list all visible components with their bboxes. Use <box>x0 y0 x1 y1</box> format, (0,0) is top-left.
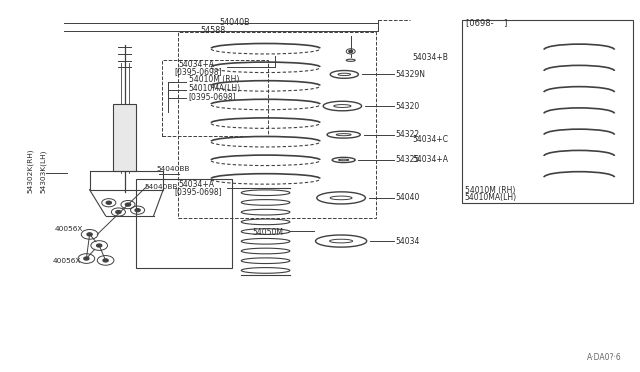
Circle shape <box>125 203 131 206</box>
Text: [0395-0698]: [0395-0698] <box>174 67 221 76</box>
Text: 54303K(LH): 54303K(LH) <box>40 150 46 193</box>
Text: 54010MA(LH): 54010MA(LH) <box>465 193 516 202</box>
Text: 54040BB: 54040BB <box>157 166 190 172</box>
Text: 54320: 54320 <box>396 102 420 110</box>
Text: 54040BB: 54040BB <box>145 185 178 190</box>
Bar <box>462 20 633 203</box>
Circle shape <box>135 209 140 212</box>
Text: 54034+C: 54034+C <box>412 135 448 144</box>
Text: 54034+A: 54034+A <box>178 60 214 69</box>
Bar <box>113 104 136 171</box>
Text: 54588: 54588 <box>200 26 225 35</box>
Circle shape <box>87 233 92 236</box>
Text: 54325: 54325 <box>396 155 420 164</box>
Text: 54034+A: 54034+A <box>412 155 448 164</box>
Circle shape <box>106 201 111 204</box>
Text: 54329N: 54329N <box>396 70 426 79</box>
Circle shape <box>349 50 353 52</box>
Circle shape <box>97 244 102 247</box>
Text: 54322: 54322 <box>396 130 420 139</box>
Text: 54010M (RH): 54010M (RH) <box>189 76 239 84</box>
Circle shape <box>116 211 121 214</box>
Bar <box>178 32 376 218</box>
Text: 40056X: 40056X <box>53 258 81 264</box>
Text: [0698-    ]: [0698- ] <box>466 19 508 28</box>
Text: 54050M: 54050M <box>253 228 284 237</box>
Text: 54034: 54034 <box>396 237 420 246</box>
Text: 54302K(RH): 54302K(RH) <box>27 149 33 193</box>
Text: 54040B: 54040B <box>220 18 250 27</box>
Text: 54010MA(LH): 54010MA(LH) <box>189 84 241 93</box>
Text: A·DA0?·6: A·DA0?·6 <box>588 353 622 362</box>
Bar <box>162 60 268 136</box>
Text: [0395-0698]: [0395-0698] <box>189 92 236 101</box>
Text: 54034+A: 54034+A <box>178 180 214 189</box>
Text: 54040: 54040 <box>396 193 420 202</box>
Bar <box>136 179 232 268</box>
Text: 54034+B: 54034+B <box>412 53 448 62</box>
Circle shape <box>84 257 89 260</box>
Circle shape <box>103 259 108 262</box>
Text: 54010M (RH): 54010M (RH) <box>465 186 515 195</box>
Text: 40056X: 40056X <box>54 226 83 232</box>
Text: [0395-0698]: [0395-0698] <box>174 187 221 196</box>
